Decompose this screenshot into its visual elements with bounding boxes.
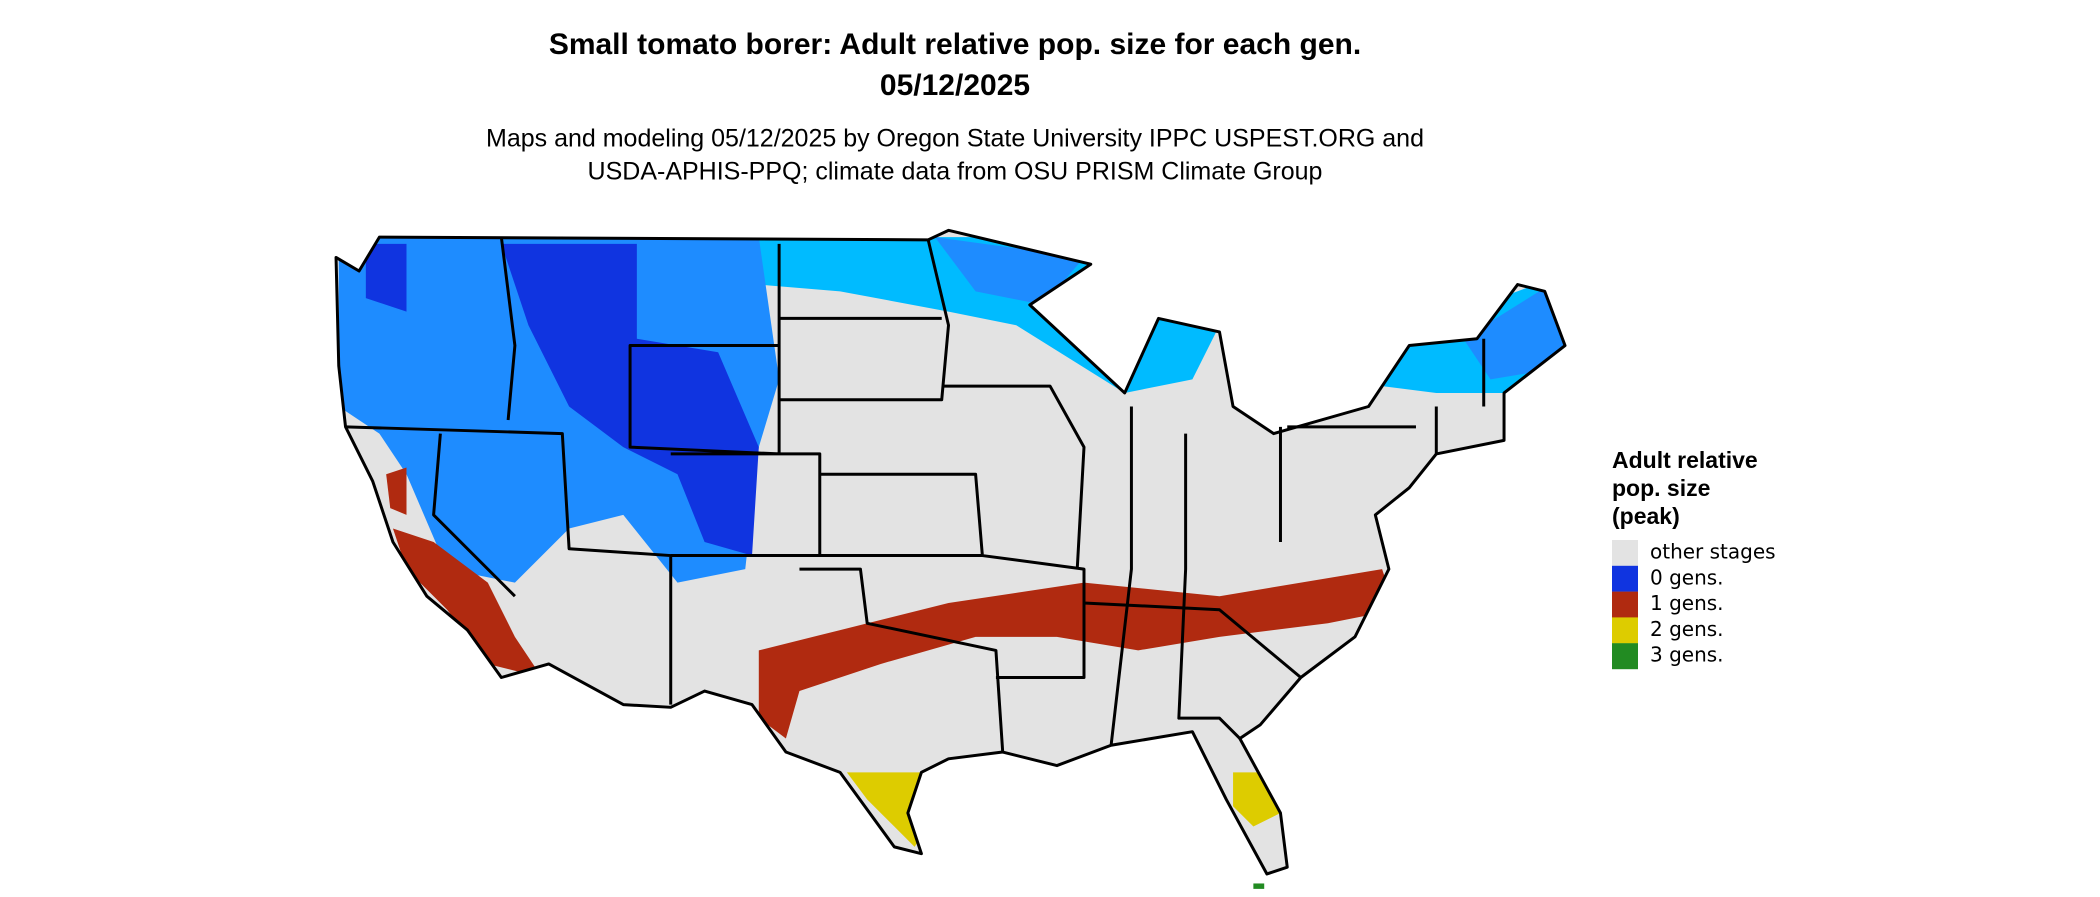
region-0 <box>365 243 407 312</box>
legend-swatch <box>1612 617 1638 644</box>
legend-title: (peak) <box>1612 503 1680 529</box>
map <box>334 228 1567 889</box>
legend-label: 2 gens. <box>1650 617 1724 641</box>
legend-label: other stages <box>1650 540 1776 564</box>
legend-swatch <box>1612 643 1638 670</box>
region-mid <box>1463 271 1566 380</box>
legend-title: Adult relative <box>1612 447 1758 473</box>
region-mid <box>338 237 780 583</box>
title-line: Small tomato borer: Adult relative pop. … <box>549 28 1361 61</box>
legend: Adult relative pop. size (peak) other st… <box>1612 447 1776 670</box>
legend-swatch <box>1612 591 1638 618</box>
state-borders <box>345 236 1486 753</box>
legend-label: 3 gens. <box>1650 643 1724 667</box>
subtitle-line: USDA-APHIS-PPQ; climate data from OSU PR… <box>588 158 1323 186</box>
region-1 <box>386 467 407 515</box>
legend-swatch <box>1612 565 1638 592</box>
region-1 <box>392 528 542 678</box>
legend-swatch <box>1612 540 1638 566</box>
region-1 <box>758 569 1396 739</box>
subtitle-line: Maps and modeling 05/12/2025 by Oregon S… <box>486 125 1424 153</box>
legend-label: 1 gens. <box>1650 591 1724 615</box>
legend-label: 0 gens. <box>1650 565 1724 589</box>
legend-title: pop. size <box>1612 475 1710 501</box>
title-line: 05/12/2025 <box>880 69 1030 102</box>
region-3 <box>1253 883 1265 889</box>
